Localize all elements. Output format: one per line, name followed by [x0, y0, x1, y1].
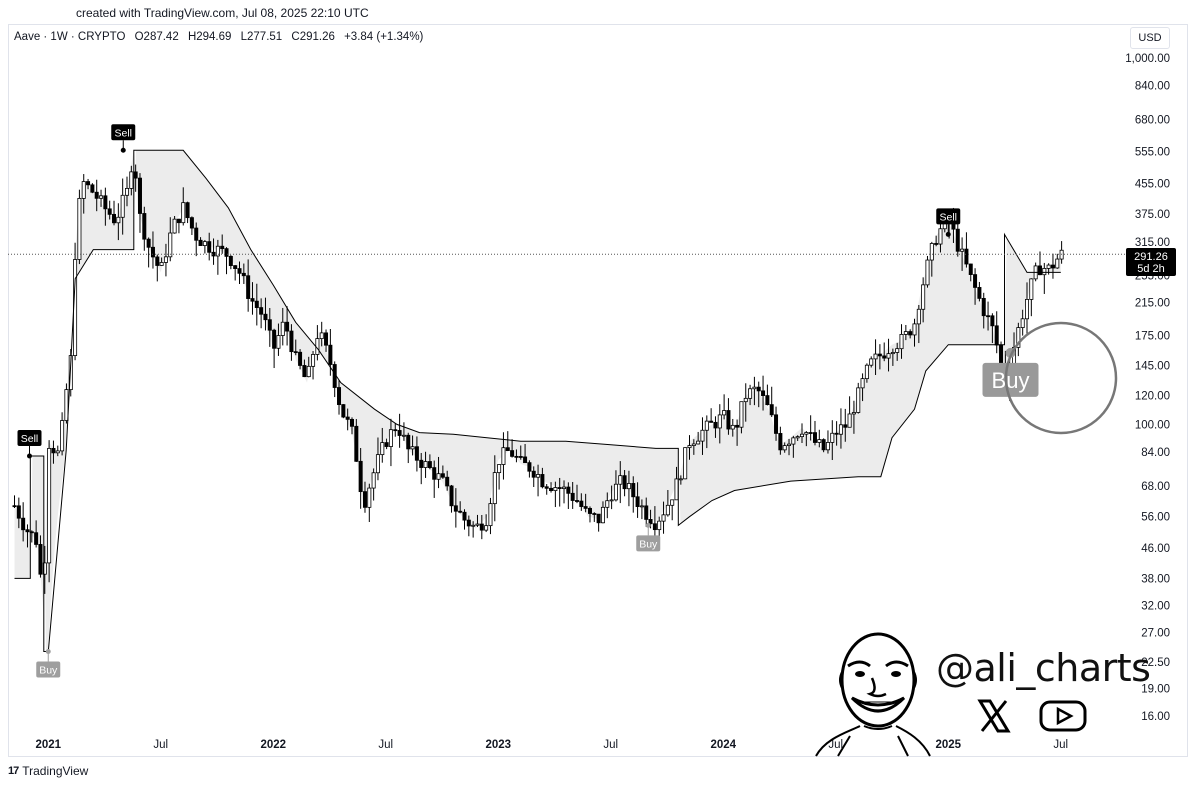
chart-caption: created with TradingView.com, Jul 08, 20… [76, 6, 369, 20]
symbol-label[interactable]: Aave · 1W · CRYPTO [14, 31, 126, 43]
symbol-header: Aave · 1W · CRYPTO O287.42 H294.69 L277.… [14, 31, 429, 43]
chart-frame [8, 24, 1188, 757]
x-logo-icon[interactable] [976, 698, 1012, 734]
currency-selector[interactable]: USD [1130, 27, 1170, 49]
tradingview-name: TradingView [22, 764, 89, 778]
ohlc-low: L277.51 [240, 31, 283, 43]
youtube-icon[interactable] [1038, 698, 1088, 734]
price-change: +3.84 (+1.34%) [344, 31, 424, 43]
tradingview-mark-icon: 17 [8, 765, 19, 777]
ohlc-open: O287.42 [134, 31, 179, 43]
tradingview-logo[interactable]: 17 TradingView [8, 764, 88, 778]
ohlc-close: C291.26 [291, 31, 335, 43]
avatar [815, 632, 931, 757]
ohlc-high: H294.69 [187, 31, 232, 43]
author-handle: @ali_charts [936, 646, 1151, 690]
